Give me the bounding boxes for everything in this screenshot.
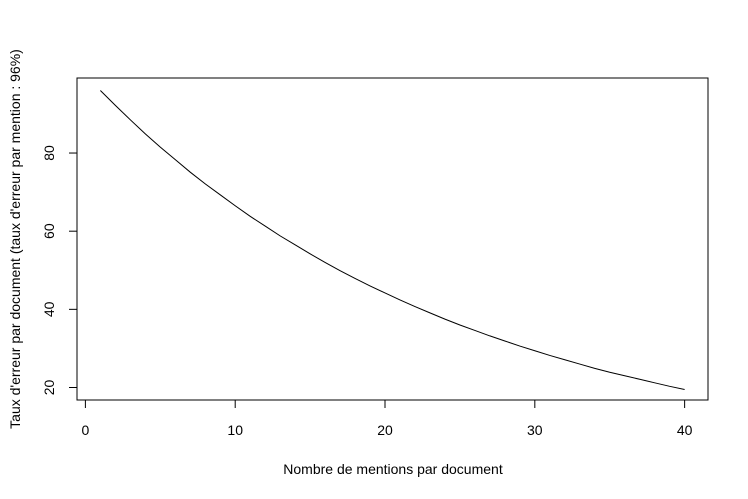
x-tick-label: 10 xyxy=(227,422,243,438)
y-tick-label: 40 xyxy=(41,301,57,317)
y-axis-label: Taux d'erreur par document (taux d'erreu… xyxy=(7,49,23,429)
x-tick-label: 40 xyxy=(677,422,693,438)
x-tick-label: 0 xyxy=(81,422,89,438)
y-tick-label: 60 xyxy=(41,223,57,239)
x-axis: 0 10 20 30 40 xyxy=(81,399,693,438)
plot-box xyxy=(76,77,709,401)
x-axis-label: Nombre de mentions par document xyxy=(283,461,503,477)
y-axis: 20 40 60 80 xyxy=(41,145,78,395)
x-tick-label: 30 xyxy=(527,422,543,438)
series-line xyxy=(100,90,685,390)
x-tick-label: 20 xyxy=(377,422,393,438)
y-tick-label: 80 xyxy=(41,145,57,161)
y-tick-label: 20 xyxy=(41,379,57,395)
